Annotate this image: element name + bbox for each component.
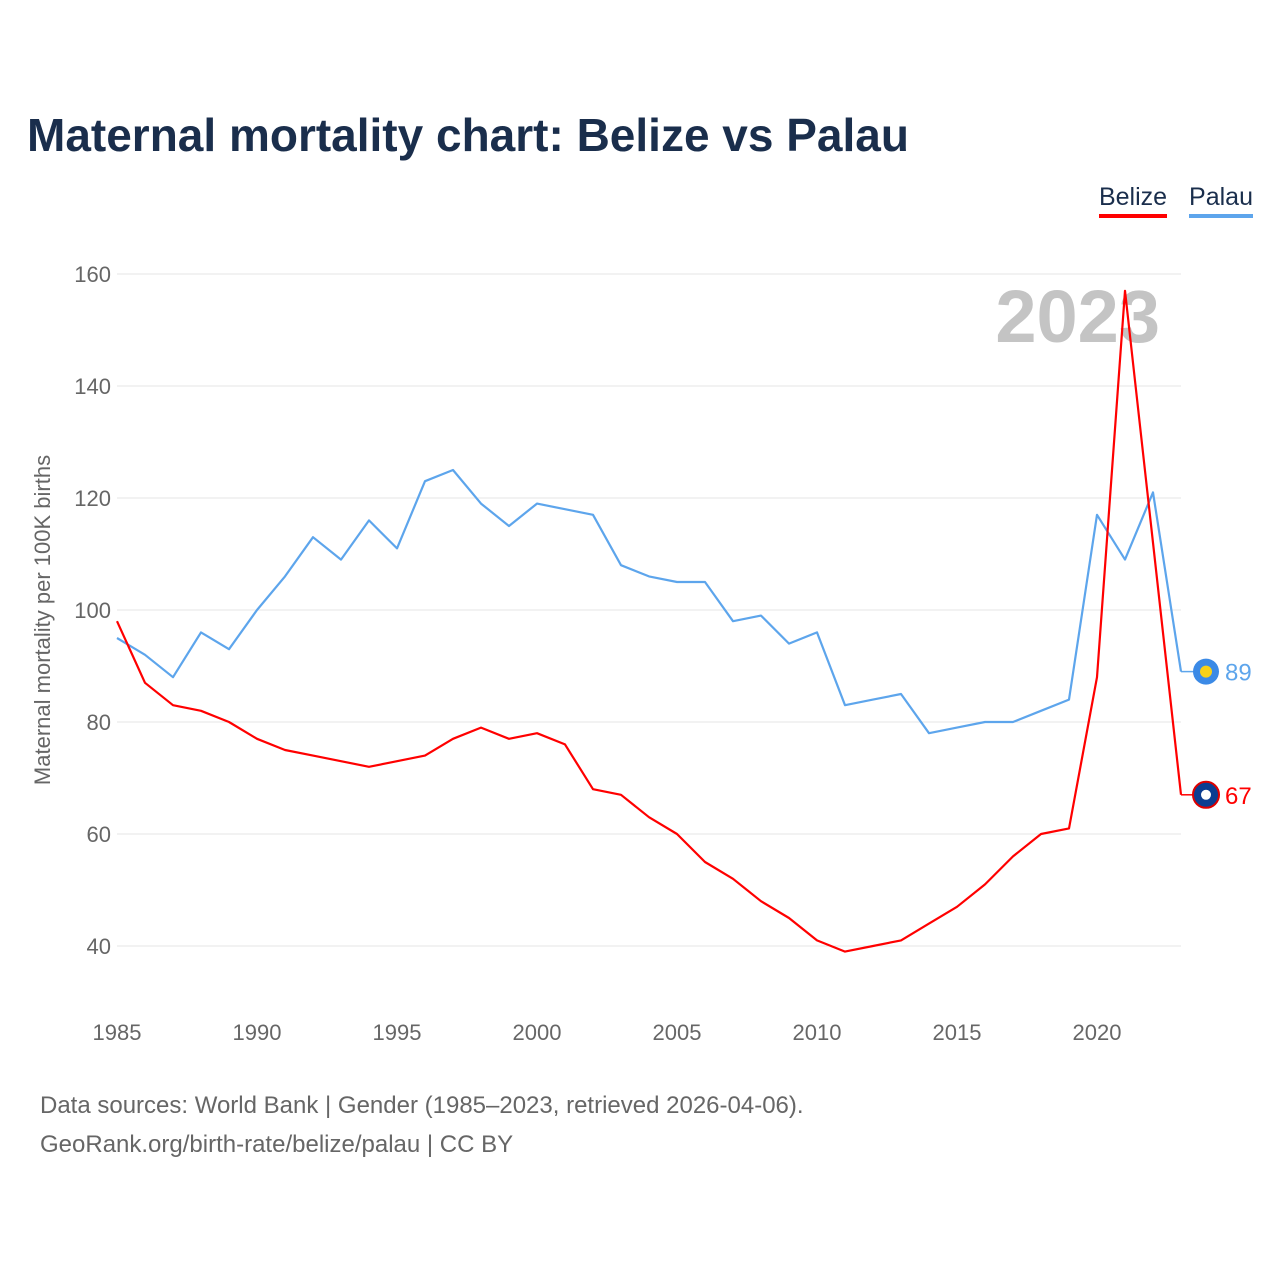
data-source-text: Data sources: World Bank | Gender (1985–… — [40, 1092, 804, 1119]
end-value-label: 89 — [1225, 660, 1252, 687]
series-line-palau — [116, 468, 1183, 735]
x-tick-label: 2000 — [513, 1020, 562, 1045]
legend: Belize Palau — [1098, 183, 1253, 218]
y-tick-label: 100 — [74, 598, 111, 623]
x-tick-label: 1990 — [233, 1020, 282, 1045]
y-tick-label: 40 — [87, 934, 111, 959]
x-tick-label: 1995 — [373, 1020, 422, 1045]
x-tick-label: 2020 — [1073, 1020, 1122, 1045]
x-tick-label: 2015 — [933, 1020, 982, 1045]
y-axis-label: Maternal mortality per 100K births — [30, 455, 55, 785]
y-tick-label: 60 — [87, 822, 111, 847]
footer: Data sources: World Bank | Gender (1985–… — [40, 1086, 804, 1164]
year-watermark: 2023 — [995, 275, 1160, 358]
flag-emblem-icon — [1201, 789, 1211, 800]
x-tick-label: 2010 — [793, 1020, 842, 1045]
y-tick-label: 160 — [74, 262, 111, 287]
x-tick-label: 1985 — [93, 1020, 142, 1045]
attribution-text: GeoRank.org/birth-rate/belize/palau | CC… — [40, 1131, 514, 1158]
x-tick-label: 2005 — [653, 1020, 702, 1045]
chart-title: Maternal mortality chart: Belize vs Pala… — [27, 109, 909, 161]
end-value-label: 67 — [1225, 783, 1252, 810]
y-tick-label: 140 — [74, 374, 111, 399]
y-tick-label: 120 — [74, 486, 111, 511]
y-tick-label: 80 — [87, 710, 111, 735]
series-line-belize — [115, 289, 1183, 953]
legend-item-belize[interactable]: Belize — [1098, 183, 1168, 218]
flag-emblem-icon — [1200, 665, 1212, 678]
legend-item-palau[interactable]: Palau — [1189, 183, 1253, 218]
